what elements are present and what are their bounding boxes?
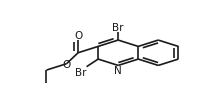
Text: O: O [74,31,82,41]
Text: Br: Br [112,23,124,33]
Text: O: O [62,59,71,69]
Text: N: N [114,66,122,76]
Text: Br: Br [75,67,86,77]
